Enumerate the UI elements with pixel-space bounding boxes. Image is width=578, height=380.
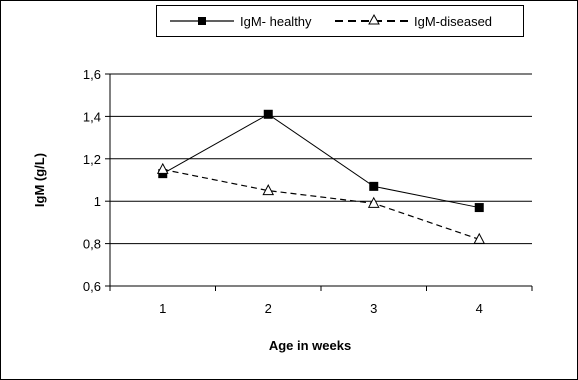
legend-diseased-label: IgM-diseased: [414, 14, 492, 29]
y-ticks: 0,6 0,8 1 1,2 1,4 1,6: [83, 67, 110, 294]
data-point-diseased: [367, 196, 380, 208]
x-tick-label: 1: [159, 301, 166, 316]
data-point-diseased: [473, 232, 486, 244]
x-ticks: 1 2 3 4: [109, 286, 533, 316]
x-tick-label: 2: [265, 301, 272, 316]
y-tick-label: 1,4: [83, 109, 101, 124]
series-markers: [156, 109, 486, 244]
y-tick-label: 0,8: [83, 237, 101, 252]
x-axis-title: Age in weeks: [269, 338, 351, 353]
data-point-healthy: [263, 109, 273, 119]
legend-diseased-marker: [368, 13, 380, 25]
data-point-diseased: [262, 184, 275, 196]
y-tick-label: 1,6: [83, 67, 101, 82]
legend-healthy-marker: [198, 17, 206, 25]
data-point-healthy: [474, 203, 484, 213]
y-tick-label: 0,6: [83, 279, 101, 294]
data-point-diseased: [156, 162, 169, 174]
legend: IgM- healthy IgM-diseased: [156, 5, 524, 37]
data-point-healthy: [369, 181, 379, 191]
x-tick-label: 4: [476, 301, 483, 316]
y-tick-label: 1,2: [83, 152, 101, 167]
gridlines: [110, 73, 532, 245]
series-lines: [162, 113, 480, 240]
series-line-healthy: [162, 113, 480, 209]
y-tick-label: 1: [94, 194, 101, 209]
series-line-diseased: [162, 168, 480, 240]
y-axis-title: IgM (g/L): [32, 153, 47, 207]
x-tick-label: 3: [370, 301, 377, 316]
legend-healthy-label: IgM- healthy: [240, 14, 312, 29]
